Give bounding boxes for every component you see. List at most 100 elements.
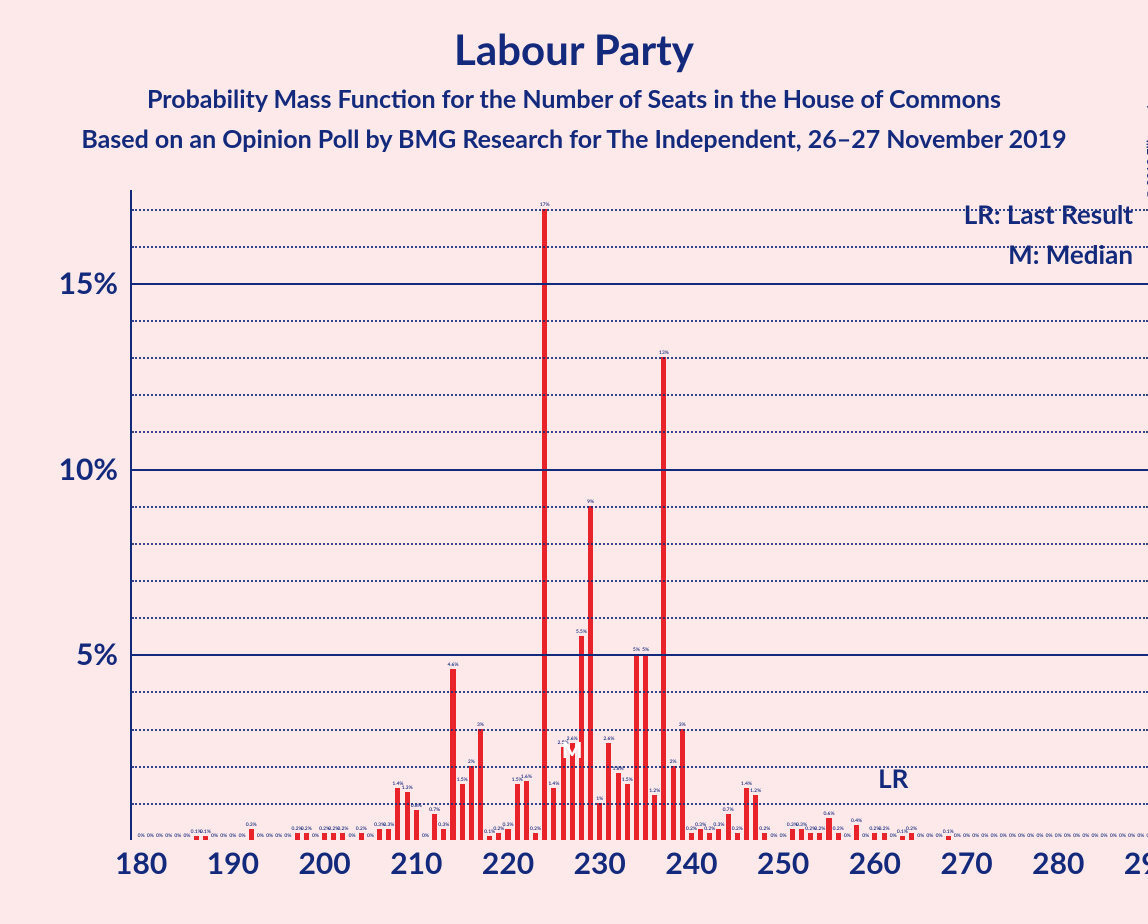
bar-value-label: 0%	[890, 833, 897, 839]
bar-value-label: 1.4%	[548, 781, 559, 787]
bar	[450, 669, 455, 840]
bar-value-label: 0%	[284, 833, 291, 839]
chart-subtitle-2: Based on an Opinion Poll by BMG Research…	[0, 124, 1148, 154]
x-tick-label: 220	[482, 845, 534, 881]
bar-value-label: 2.6%	[603, 736, 614, 742]
bar-value-label: 5.5%	[576, 629, 587, 635]
bar-value-label: 2%	[670, 759, 677, 765]
bar	[331, 833, 336, 840]
bar-value-label: 4.6%	[447, 662, 458, 668]
bar	[909, 833, 914, 840]
grid-major-line	[132, 283, 1148, 285]
grid-minor-line	[132, 320, 1148, 322]
bar-value-label: 0.2%	[301, 826, 312, 832]
bar	[487, 836, 492, 840]
bar-value-label: 1.2%	[750, 788, 761, 794]
bar-value-label: 0%	[1101, 833, 1108, 839]
bar	[698, 829, 703, 840]
bar-value-label: 0.3%	[383, 822, 394, 828]
grid-minor-line	[132, 691, 1148, 693]
bar-value-label: 0%	[1055, 833, 1062, 839]
bar-value-label: 0%	[862, 833, 869, 839]
grid-minor-line	[132, 209, 1148, 211]
bar-value-label: 0%	[981, 833, 988, 839]
bar-value-label: 0%	[1009, 833, 1016, 839]
grid-minor-line	[132, 729, 1148, 731]
grid-major-line	[132, 469, 1148, 471]
bar-value-label: 0.3%	[713, 822, 724, 828]
bar-value-label: 0.2%	[356, 826, 367, 832]
bar-value-label: 0.7%	[429, 807, 440, 813]
bar-value-label: 5%	[642, 647, 649, 653]
bar	[744, 788, 749, 840]
grid-minor-line	[132, 357, 1148, 359]
x-tick-label: 200	[298, 845, 350, 881]
bar-value-label: 13%	[659, 350, 669, 356]
bar-value-label: 0%	[257, 833, 264, 839]
bar-value-label: 0.4%	[851, 818, 862, 824]
bar-value-label: 0.2%	[530, 826, 541, 832]
bar	[616, 773, 621, 840]
bar-value-label: 0%	[147, 833, 154, 839]
bar-value-label: 3%	[679, 722, 686, 728]
grid-minor-line	[132, 431, 1148, 433]
bar-value-label: 0.2%	[833, 826, 844, 832]
x-tick-label: 280	[1032, 845, 1084, 881]
bar	[606, 743, 611, 840]
bar	[854, 825, 859, 840]
bar	[203, 836, 208, 840]
bar	[762, 833, 767, 840]
x-tick-label: 250	[757, 845, 809, 881]
chart-area: LR: Last Result M: Median 0%0%0%0%0%0%0.…	[60, 190, 1148, 910]
bar-value-label: 0%	[780, 833, 787, 839]
grid-minor-line	[132, 246, 1148, 248]
bar	[726, 814, 731, 840]
bar-value-label: 0%	[211, 833, 218, 839]
bar-value-label: 1.4%	[741, 781, 752, 787]
bar-value-label: 0.2%	[732, 826, 743, 832]
x-tick-label: 210	[390, 845, 442, 881]
copyright-text: © 2019 Filip van Laenen	[1144, 70, 1148, 199]
bar	[817, 833, 822, 840]
bar-value-label: 0%	[1018, 833, 1025, 839]
bar-value-label: 1.6%	[521, 774, 532, 780]
bar-value-label: 2%	[468, 759, 475, 765]
bar	[808, 833, 813, 840]
bar-value-label: 0.3%	[438, 822, 449, 828]
bar-value-label: 0%	[1036, 833, 1043, 839]
x-tick-label: 190	[207, 845, 259, 881]
bar	[322, 833, 327, 840]
bar-value-label: 0%	[156, 833, 163, 839]
y-tick-label: 15%	[59, 265, 118, 301]
bar	[460, 784, 465, 840]
bar-value-label: 0%	[275, 833, 282, 839]
bar-value-label: 0%	[1110, 833, 1117, 839]
bar	[304, 833, 309, 840]
bar	[551, 788, 556, 840]
bar	[405, 792, 410, 840]
bar	[432, 814, 437, 840]
bar	[441, 829, 446, 840]
bar-value-label: 0%	[954, 833, 961, 839]
bar-value-label: 0%	[165, 833, 172, 839]
bar	[634, 654, 639, 840]
bar	[515, 784, 520, 840]
bar-value-label: 0.2%	[879, 826, 890, 832]
bar-value-label: 0%	[1073, 833, 1080, 839]
bar	[716, 829, 721, 840]
bar-value-label: 17%	[540, 202, 550, 208]
bar	[689, 833, 694, 840]
bar-value-label: 1.3%	[402, 785, 413, 791]
grid-minor-line	[132, 394, 1148, 396]
bar-value-label: 0.1%	[943, 829, 954, 835]
bar-value-label: 0.3%	[502, 822, 513, 828]
bar	[377, 829, 382, 840]
bar	[588, 506, 593, 840]
bar	[295, 833, 300, 840]
bar-value-label: 5%	[633, 647, 640, 653]
bar	[478, 729, 483, 840]
bar-value-label: 0.2%	[906, 826, 917, 832]
bar-value-label: 0%	[312, 833, 319, 839]
bar	[643, 654, 648, 840]
bar-value-label: 0%	[1027, 833, 1034, 839]
